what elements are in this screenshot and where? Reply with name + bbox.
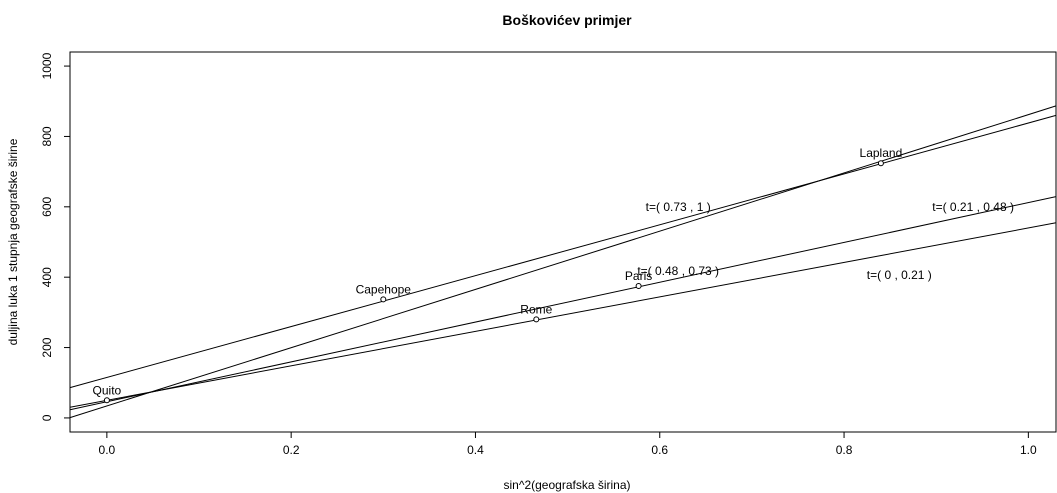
y-axis-label: duljina luka 1 stupnja geografske širine: [6, 138, 20, 345]
data-point-capehope: [380, 296, 387, 303]
y-tick-label: 1000: [40, 52, 54, 79]
y-tick-label: 800: [40, 126, 54, 146]
chart-title: Boškovićev primjer: [502, 12, 632, 28]
fit-line-3: [69, 196, 1057, 411]
annotation-2: t=( 0.21 , 0.48 ): [932, 200, 1014, 214]
point-label-rome: Rome: [520, 302, 552, 316]
y-axis: 0 200 400 600 800 1000: [40, 52, 71, 421]
annotation-4: t=( 0 , 0.21 ): [867, 268, 932, 282]
point-label-quito: Quito: [93, 383, 122, 397]
x-tick-label: 0.2: [283, 443, 300, 457]
data-point-paris: [635, 283, 642, 289]
data-point-lapland: [877, 160, 884, 167]
point-labels: Quito Capehope Rome Paris Lapland: [93, 146, 903, 397]
annotation-3: t=( 0.48 , 0.73 ): [637, 264, 719, 278]
x-axis: 0.0 0.2 0.4 0.6 0.8 1.0: [99, 431, 1037, 457]
data-point-quito: [103, 397, 110, 404]
x-tick-label: 0.0: [99, 443, 116, 457]
y-tick-label: 0: [40, 414, 54, 421]
point-label-lapland: Lapland: [860, 146, 903, 160]
annotations: t=( 0.73 , 1 ) t=( 0.21 , 0.48 ) t=( 0.48 …: [637, 200, 1014, 282]
x-tick-label: 0.4: [467, 443, 484, 457]
y-tick-label: 400: [40, 267, 54, 287]
x-axis-label: sin^2(geografska širina): [503, 478, 630, 492]
fit-line-4: [69, 222, 1057, 408]
plot-frame: [69, 51, 1057, 433]
x-tick-label: 0.8: [836, 443, 853, 457]
fit-lines: [69, 105, 1057, 419]
fit-line-2: [69, 105, 1057, 419]
x-tick-label: 0.6: [651, 443, 668, 457]
point-label-paris: Paris: [625, 269, 652, 283]
data-point-rome: [533, 316, 540, 323]
data-points: [103, 160, 884, 404]
x-tick-label: 1.0: [1020, 443, 1037, 457]
y-tick-label: 600: [40, 196, 54, 216]
annotation-1: t=( 0.73 , 1 ): [646, 200, 711, 214]
point-label-capehope: Capehope: [356, 282, 412, 296]
y-tick-label: 200: [40, 337, 54, 357]
fit-line-1: [69, 114, 1057, 389]
